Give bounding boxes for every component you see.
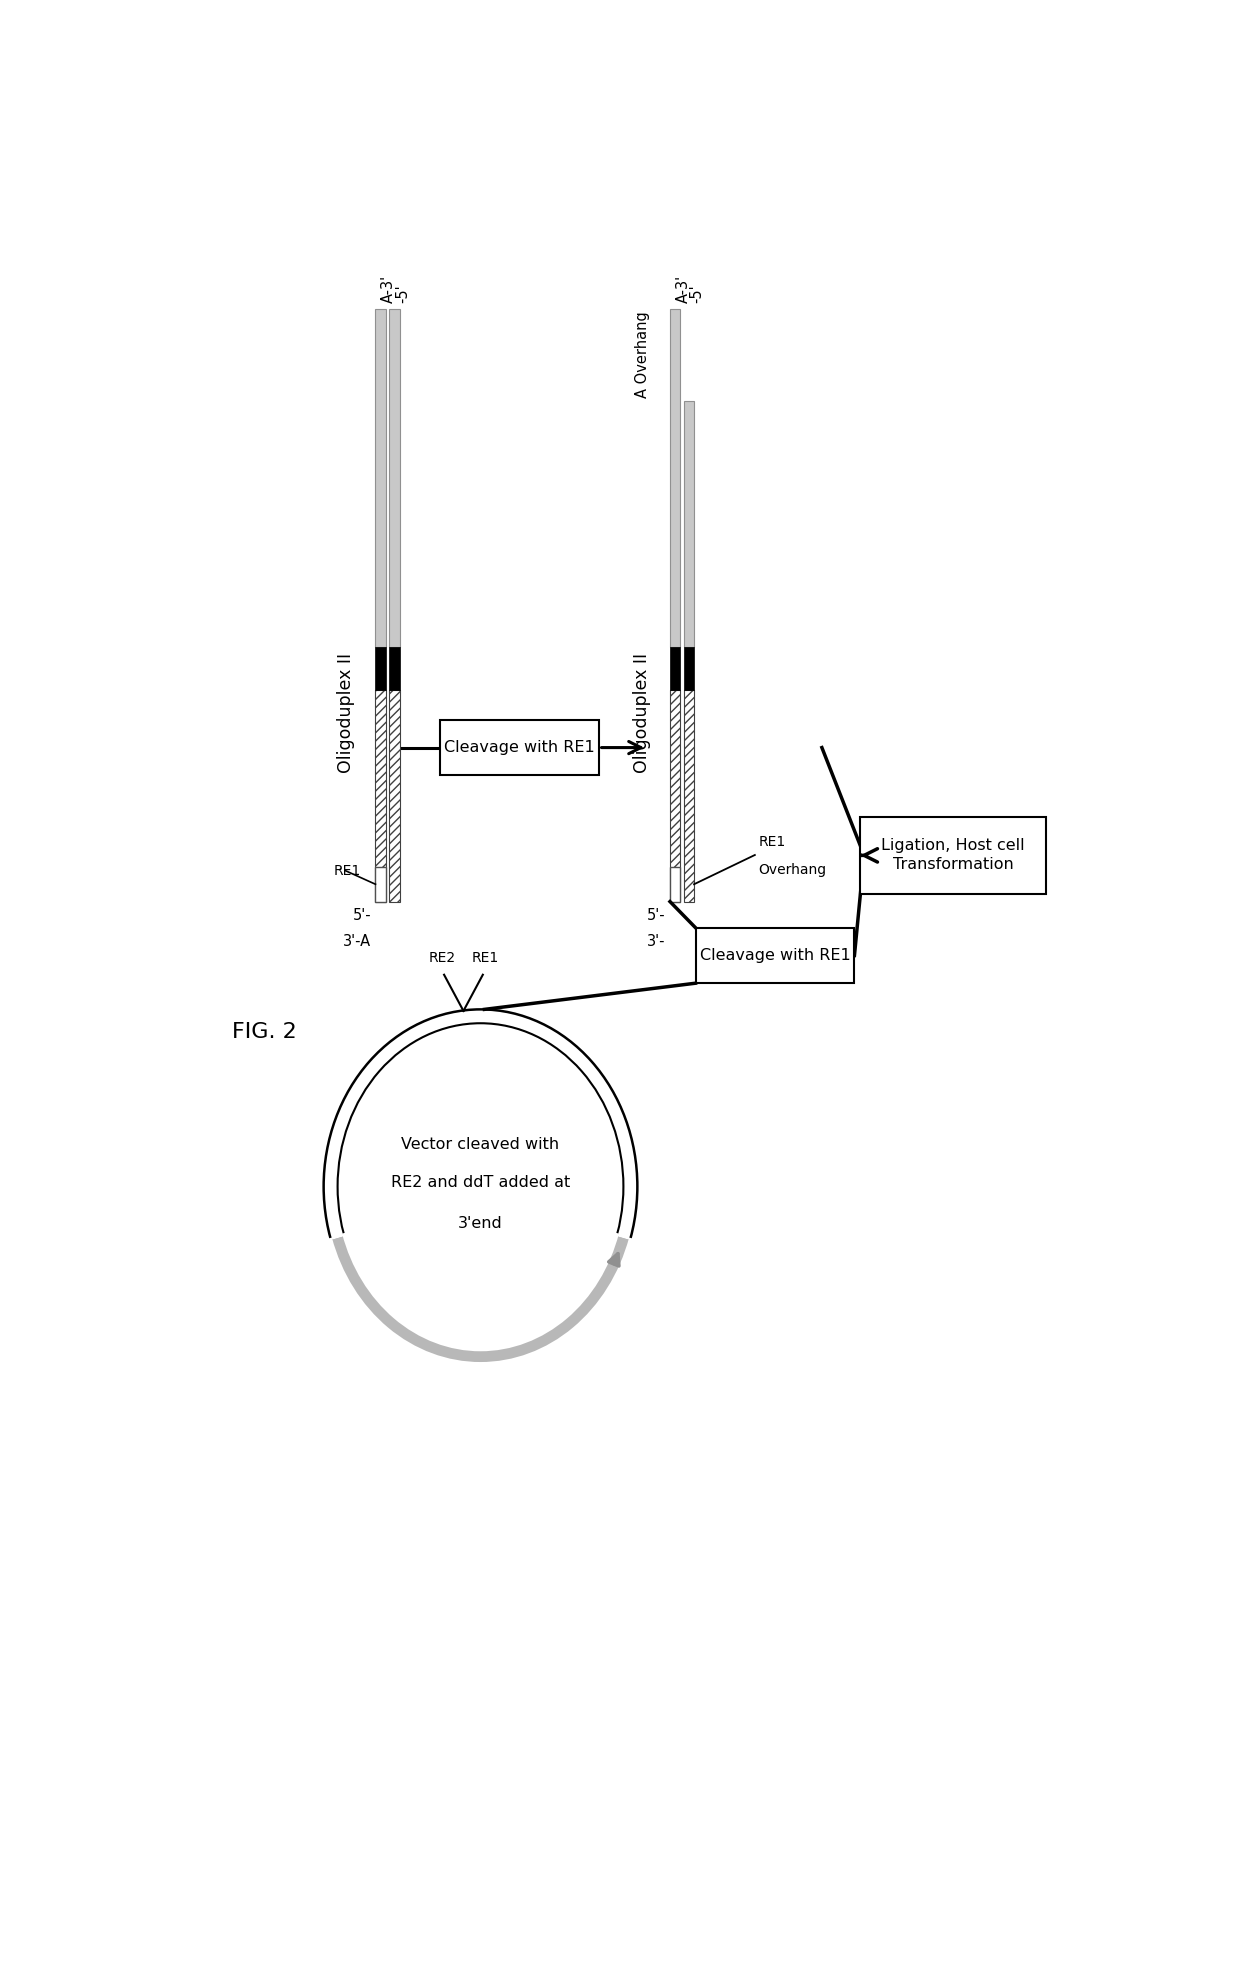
Text: A-3': A-3'	[381, 274, 397, 303]
Text: A Overhang: A Overhang	[635, 311, 650, 398]
Bar	[389, 648, 399, 690]
Text: -5': -5'	[689, 283, 704, 303]
Text: RE1: RE1	[334, 864, 361, 878]
Text: -5': -5'	[396, 283, 410, 303]
Bar	[670, 309, 680, 648]
Bar	[696, 928, 854, 983]
Text: Cleavage with RE1: Cleavage with RE1	[699, 947, 851, 963]
Bar	[389, 690, 399, 902]
Bar	[440, 719, 599, 775]
Bar	[389, 309, 399, 648]
Text: Oligoduplex II: Oligoduplex II	[634, 652, 651, 773]
Bar	[670, 690, 680, 902]
Text: Vector cleaved with: Vector cleaved with	[402, 1136, 559, 1152]
Text: FIG. 2: FIG. 2	[233, 1023, 298, 1043]
Ellipse shape	[324, 1009, 637, 1364]
Bar	[684, 648, 694, 690]
Text: RE1: RE1	[759, 834, 786, 848]
Text: RE2: RE2	[428, 951, 455, 965]
Bar	[376, 690, 386, 902]
Text: 5'-: 5'-	[352, 908, 371, 924]
Text: RE1: RE1	[471, 951, 498, 965]
Bar	[670, 866, 680, 902]
Bar	[861, 817, 1047, 894]
Text: 3'-: 3'-	[647, 934, 666, 949]
Bar	[670, 648, 680, 690]
Text: 5'-: 5'-	[647, 908, 666, 924]
Text: RE2 and ddT added at: RE2 and ddT added at	[391, 1175, 570, 1189]
Text: Oligoduplex II: Oligoduplex II	[336, 652, 355, 773]
Bar	[376, 648, 386, 690]
Text: 3'-A: 3'-A	[343, 934, 371, 949]
Text: Overhang: Overhang	[759, 864, 827, 878]
Text: A-3': A-3'	[676, 274, 691, 303]
Text: Ligation, Host cell
Transformation: Ligation, Host cell Transformation	[882, 838, 1025, 872]
Bar	[376, 866, 386, 902]
Text: 3'end: 3'end	[458, 1215, 503, 1231]
Bar	[376, 309, 386, 648]
Bar	[684, 690, 694, 902]
Ellipse shape	[337, 1023, 624, 1350]
Bar	[684, 400, 694, 648]
Text: Cleavage with RE1: Cleavage with RE1	[444, 739, 595, 755]
